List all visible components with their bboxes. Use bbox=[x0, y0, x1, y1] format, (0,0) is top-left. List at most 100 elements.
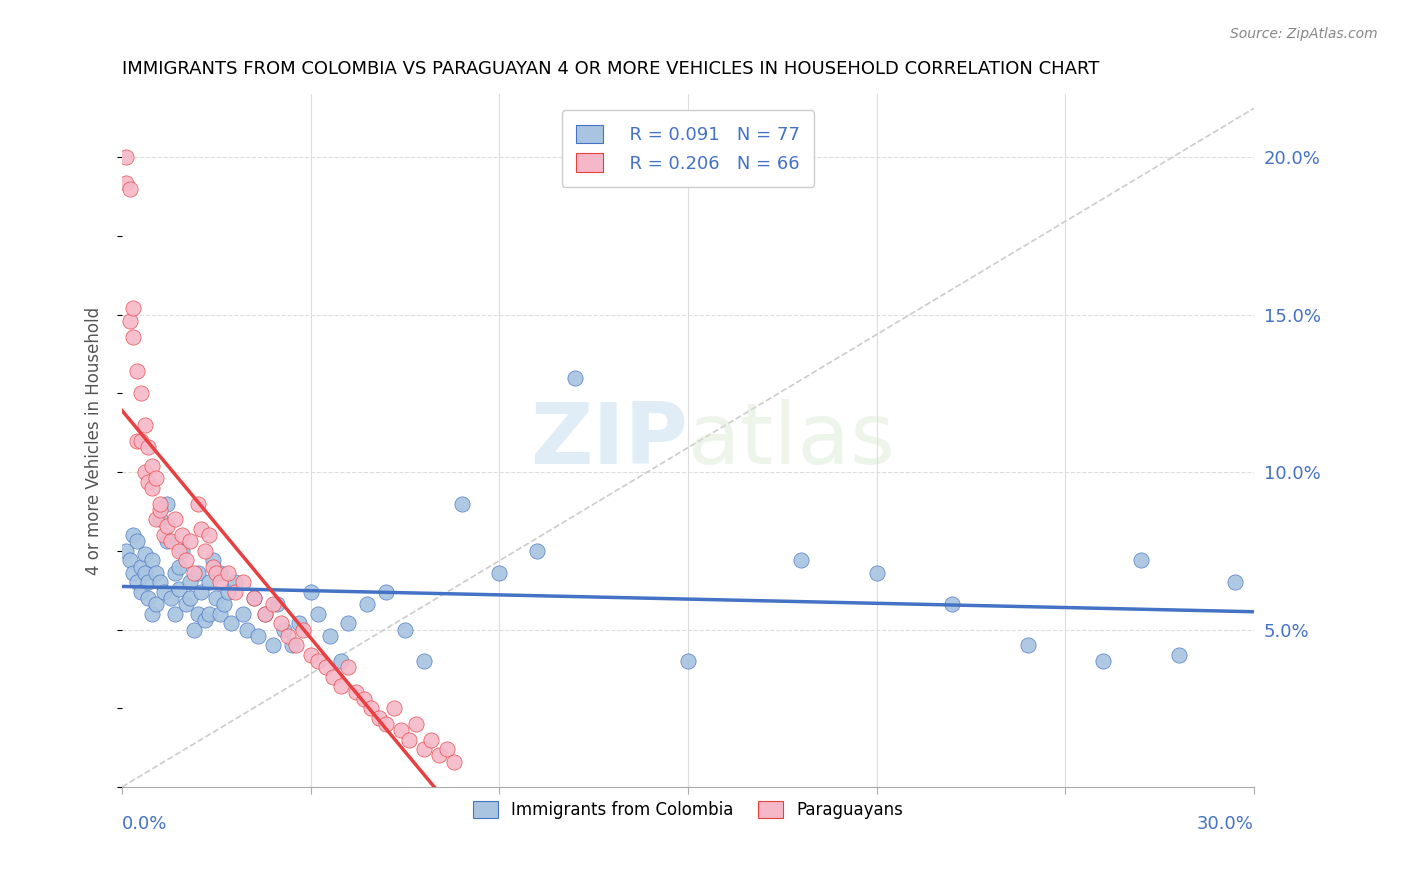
Point bbox=[129, 434, 152, 448]
Point bbox=[1017, 638, 1039, 652]
Point bbox=[141, 481, 163, 495]
Point bbox=[564, 370, 586, 384]
Point bbox=[160, 534, 183, 549]
Point bbox=[141, 553, 163, 567]
Point bbox=[273, 623, 295, 637]
Point bbox=[127, 364, 149, 378]
Point bbox=[209, 607, 232, 621]
Point bbox=[141, 458, 163, 473]
Point bbox=[221, 616, 243, 631]
Point bbox=[262, 598, 284, 612]
Point bbox=[367, 711, 389, 725]
Point bbox=[405, 717, 427, 731]
Point bbox=[163, 607, 186, 621]
Point bbox=[183, 566, 205, 580]
Point bbox=[281, 638, 304, 652]
Point bbox=[172, 528, 194, 542]
Point bbox=[299, 584, 322, 599]
Point bbox=[676, 654, 699, 668]
Point bbox=[145, 566, 167, 580]
Point bbox=[179, 534, 201, 549]
Point bbox=[224, 584, 246, 599]
Point bbox=[190, 522, 212, 536]
Point bbox=[246, 629, 269, 643]
Point bbox=[344, 685, 367, 699]
Point bbox=[156, 518, 179, 533]
Point bbox=[190, 584, 212, 599]
Point bbox=[194, 613, 217, 627]
Text: 0.0%: 0.0% bbox=[122, 814, 167, 832]
Point bbox=[183, 623, 205, 637]
Point bbox=[790, 553, 813, 567]
Text: ZIP: ZIP bbox=[530, 400, 688, 483]
Point bbox=[217, 566, 239, 580]
Point bbox=[163, 512, 186, 526]
Point bbox=[152, 528, 174, 542]
Legend: Immigrants from Colombia, Paraguayans: Immigrants from Colombia, Paraguayans bbox=[464, 792, 912, 827]
Point bbox=[1223, 575, 1246, 590]
Point bbox=[375, 717, 398, 731]
Point bbox=[307, 607, 329, 621]
Point bbox=[382, 701, 405, 715]
Point bbox=[174, 553, 197, 567]
Point bbox=[156, 497, 179, 511]
Point bbox=[127, 434, 149, 448]
Point bbox=[329, 654, 352, 668]
Point bbox=[167, 559, 190, 574]
Point bbox=[488, 566, 510, 580]
Point bbox=[427, 748, 450, 763]
Point bbox=[941, 598, 963, 612]
Point bbox=[205, 591, 228, 605]
Point bbox=[1092, 654, 1115, 668]
Point bbox=[172, 544, 194, 558]
Point bbox=[232, 575, 254, 590]
Text: IMMIGRANTS FROM COLOMBIA VS PARAGUAYAN 4 OR MORE VEHICLES IN HOUSEHOLD CORRELATI: IMMIGRANTS FROM COLOMBIA VS PARAGUAYAN 4… bbox=[122, 60, 1099, 78]
Point bbox=[277, 629, 299, 643]
Point bbox=[217, 584, 239, 599]
Point bbox=[163, 566, 186, 580]
Point bbox=[443, 755, 465, 769]
Point bbox=[209, 566, 232, 580]
Point bbox=[138, 575, 160, 590]
Point bbox=[235, 623, 257, 637]
Point bbox=[526, 544, 548, 558]
Point bbox=[266, 598, 288, 612]
Point bbox=[118, 182, 141, 196]
Point bbox=[114, 544, 136, 558]
Point bbox=[209, 575, 232, 590]
Point bbox=[198, 528, 221, 542]
Point bbox=[186, 566, 208, 580]
Text: Source: ZipAtlas.com: Source: ZipAtlas.com bbox=[1230, 27, 1378, 41]
Point bbox=[122, 301, 145, 316]
Point bbox=[322, 670, 344, 684]
Point bbox=[356, 598, 378, 612]
Text: atlas: atlas bbox=[688, 400, 896, 483]
Point bbox=[254, 607, 277, 621]
Point bbox=[129, 386, 152, 401]
Y-axis label: 4 or more Vehicles in Household: 4 or more Vehicles in Household bbox=[86, 307, 103, 574]
Point bbox=[243, 591, 266, 605]
Point bbox=[114, 150, 136, 164]
Point bbox=[201, 559, 224, 574]
Point bbox=[337, 660, 360, 674]
Point bbox=[129, 559, 152, 574]
Point bbox=[299, 648, 322, 662]
Point bbox=[145, 512, 167, 526]
Point bbox=[194, 544, 217, 558]
Point bbox=[389, 723, 412, 738]
Point bbox=[138, 591, 160, 605]
Point bbox=[145, 598, 167, 612]
Point bbox=[205, 566, 228, 580]
Point bbox=[141, 607, 163, 621]
Point bbox=[292, 623, 315, 637]
Point bbox=[179, 575, 201, 590]
Point bbox=[134, 566, 156, 580]
Point bbox=[866, 566, 889, 580]
Point bbox=[288, 616, 311, 631]
Point bbox=[149, 497, 172, 511]
Point bbox=[254, 607, 277, 621]
Point bbox=[1129, 553, 1152, 567]
Point bbox=[149, 503, 172, 517]
Point bbox=[160, 591, 183, 605]
Point bbox=[329, 679, 352, 693]
